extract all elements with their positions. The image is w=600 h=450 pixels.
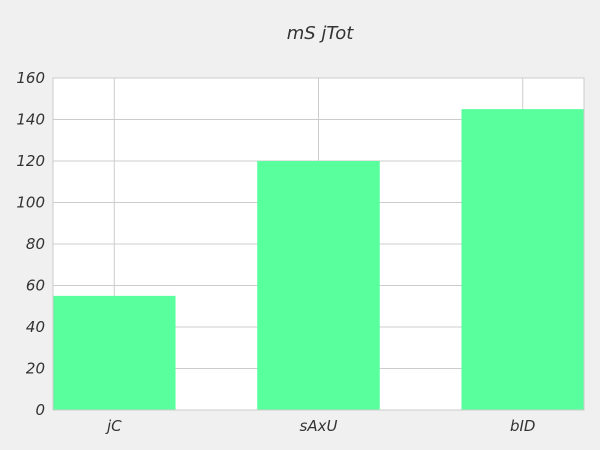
y-tick-label: 60 xyxy=(26,277,45,295)
y-tick-label: 0 xyxy=(35,401,45,419)
bars xyxy=(53,109,584,410)
y-tick-label: 140 xyxy=(16,111,45,129)
y-axis-ticks: 0 20 40 60 80 100 120 140 160 xyxy=(16,69,45,419)
y-tick-label: 40 xyxy=(26,318,45,336)
bar-bID xyxy=(461,109,584,410)
x-tick-label: jC xyxy=(105,417,122,435)
y-tick-label: 120 xyxy=(16,152,45,170)
chart-title: mS jTot xyxy=(287,23,354,44)
plot-border xyxy=(52,77,585,411)
y-tick-label: 160 xyxy=(16,69,45,87)
y-tick-label: 100 xyxy=(16,194,45,212)
bar-sAxU xyxy=(257,161,380,410)
x-tick-label: sAxU xyxy=(300,417,338,435)
x-tick-label: bID xyxy=(510,417,536,435)
y-tick-label: 20 xyxy=(26,360,45,378)
bar-jC xyxy=(53,295,176,410)
y-tick-label: 80 xyxy=(26,235,45,253)
x-axis-ticks: jC sAxU bID xyxy=(105,417,536,435)
